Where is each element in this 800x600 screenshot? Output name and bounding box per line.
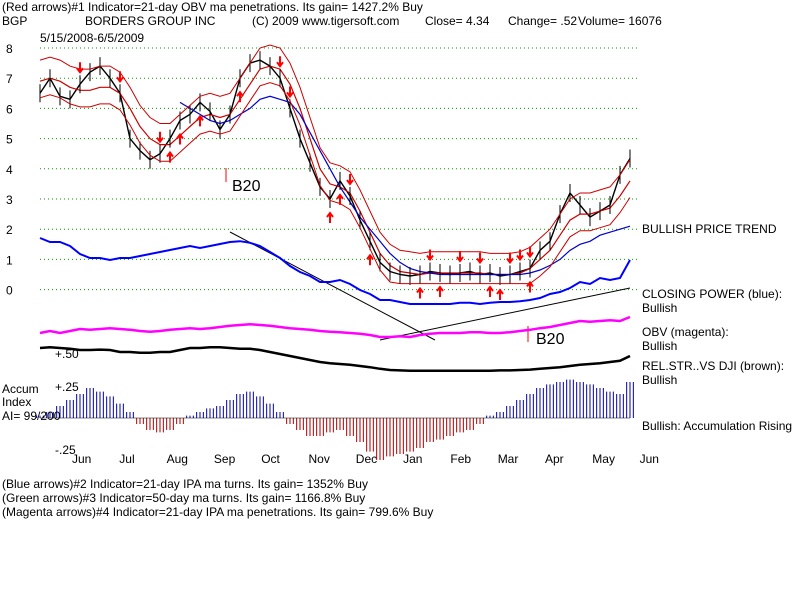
- sell-arrow: [156, 131, 164, 144]
- symbol-label: BGP: [2, 14, 28, 28]
- sell-arrow: [476, 252, 484, 265]
- sell-arrow: [286, 86, 294, 99]
- y-tick-label: 7: [6, 72, 13, 86]
- volume-value: Volume= 16076: [578, 14, 662, 28]
- trendline: [229, 231, 436, 341]
- buy-arrow: [326, 211, 334, 223]
- x-month-label: May: [592, 452, 615, 466]
- series-line: [39, 59, 631, 277]
- b20-label-1: B20: [232, 178, 261, 195]
- relstr-line: [39, 345, 631, 373]
- sell-arrow: [426, 249, 434, 262]
- y-tick-label: 8: [6, 42, 13, 56]
- y-tick-label: 3: [6, 193, 13, 207]
- obv-status: Bullish: [642, 339, 678, 353]
- buy-arrow: [496, 288, 504, 301]
- sell-arrow: [76, 62, 84, 74]
- x-month-label: Apr: [545, 452, 564, 466]
- accum-tick-plus25: +.25: [55, 380, 79, 394]
- series-line: [39, 65, 631, 276]
- indicator-line-1: (Red arrows)#1 Indicator=21-day OBV ma p…: [2, 0, 423, 14]
- accum-tick-plus50: +.50: [55, 347, 79, 361]
- buy-arrow: [486, 285, 494, 297]
- copyright-text: (C) 2009 www.tigersoft.com: [252, 14, 400, 28]
- sell-arrow: [116, 71, 124, 83]
- x-month-label: Sep: [214, 452, 236, 466]
- accum-title-1: Accum: [2, 382, 39, 396]
- buy-arrow: [176, 132, 184, 145]
- company-name: BORDERS GROUP INC: [85, 14, 216, 28]
- sell-arrow: [456, 250, 464, 263]
- obv-line: [39, 315, 631, 339]
- x-month-label: Oct: [261, 452, 280, 466]
- buy-arrow: [166, 150, 174, 163]
- indicator-line-2: (Blue arrows)#2 Indicator=21-day IPA ma …: [2, 477, 368, 491]
- x-month-label: Mar: [498, 452, 519, 466]
- sell-arrow: [346, 173, 354, 186]
- ma-band-lower: [39, 82, 631, 285]
- ma-band-upper: [39, 44, 631, 254]
- relstr-status: Bullish: [642, 373, 678, 387]
- accum-title-2: Index: [2, 395, 32, 409]
- y-tick-label: 0: [6, 284, 13, 298]
- y-tick-label: 6: [6, 102, 13, 116]
- sell-arrow: [276, 56, 284, 68]
- closing-power-label: CLOSING POWER (blue):: [642, 287, 783, 301]
- y-tick-label: 4: [6, 163, 13, 177]
- y-tick-label: 5: [6, 133, 13, 147]
- indicator-line-4: (Magenta arrows)#4 Indicator=21-day IPA …: [2, 505, 434, 519]
- buy-arrow: [436, 285, 444, 297]
- series-line: [179, 95, 631, 276]
- uptrendline: [379, 287, 631, 341]
- x-month-label: Dec: [356, 452, 377, 466]
- accum-tick-minus25: -.25: [55, 443, 76, 457]
- buy-arrow: [416, 286, 424, 299]
- x-month-label: Jul: [119, 452, 134, 466]
- buy-arrow: [236, 90, 244, 103]
- buy-arrow: [366, 253, 374, 266]
- buy-arrow: [336, 193, 344, 205]
- indicator-line-3: (Green arrows)#3 Indicator=50-day ma tur…: [2, 491, 366, 505]
- y-tick-label: 1: [6, 253, 13, 267]
- x-month-label: Jan: [403, 452, 422, 466]
- x-month-label: Jun: [640, 452, 659, 466]
- obv-label: OBV (magenta):: [642, 325, 729, 339]
- close-value: Close= 4.34: [425, 14, 490, 28]
- bullish-trend-label: BULLISH PRICE TREND: [642, 222, 777, 236]
- closing-power-status: Bullish: [642, 301, 678, 315]
- x-month-label: Nov: [309, 452, 330, 466]
- b20-label-2: B20: [536, 331, 565, 348]
- sell-arrow: [526, 246, 534, 259]
- date-range: 5/15/2008-6/5/2009: [40, 31, 145, 45]
- x-month-label: Aug: [167, 452, 188, 466]
- buy-arrow: [526, 280, 534, 293]
- buy-arrow: [196, 114, 204, 127]
- y-tick-label: 2: [6, 223, 13, 237]
- x-month-label: Feb: [450, 452, 471, 466]
- sell-arrow: [506, 252, 514, 265]
- accum-ai: AI= 99/200: [2, 409, 61, 423]
- relstr-label: REL.STR..VS DJI (brown):: [642, 359, 785, 373]
- accum-status: Bullish: Accumulation Rising: [642, 419, 793, 433]
- change-value: Change= .52: [508, 14, 578, 28]
- x-month-label: Jun: [72, 452, 91, 466]
- closing-power-line: [39, 237, 631, 306]
- sell-arrow: [516, 249, 524, 262]
